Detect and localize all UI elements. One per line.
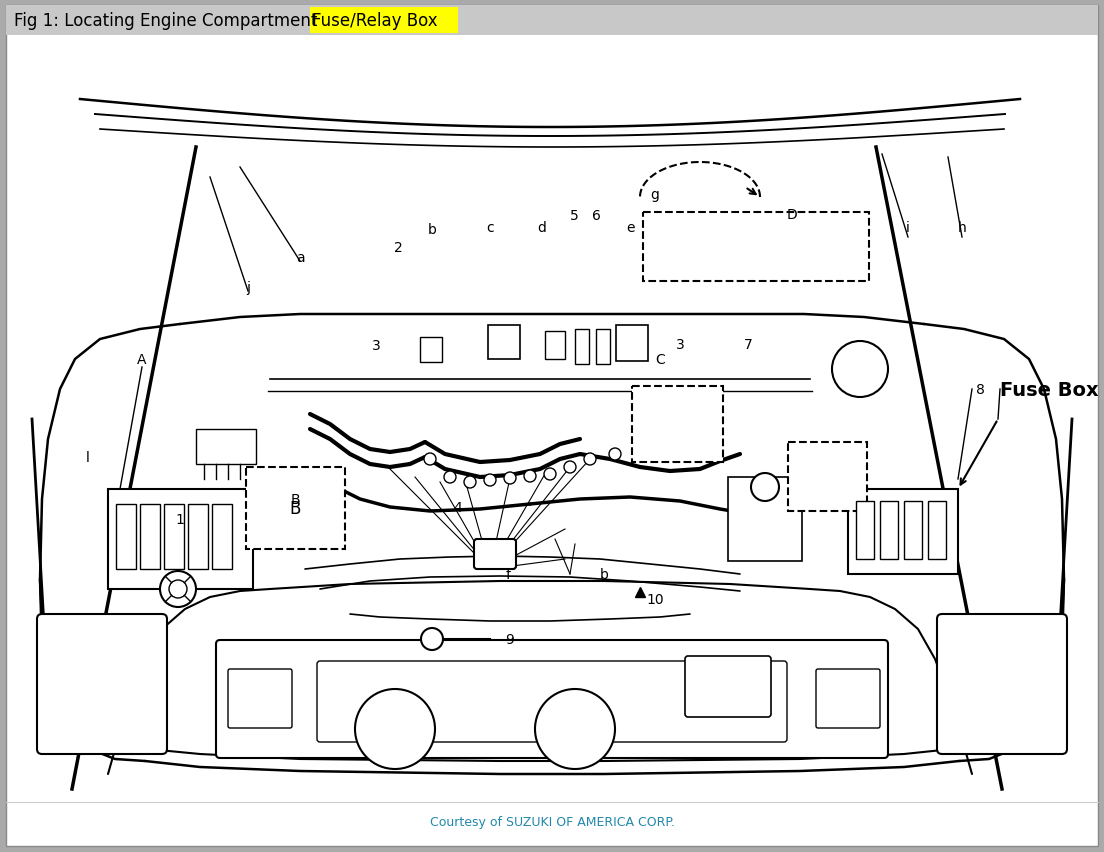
Text: 4: 4 — [454, 500, 463, 515]
FancyBboxPatch shape — [616, 325, 648, 361]
Text: h: h — [957, 221, 966, 234]
Circle shape — [751, 474, 779, 502]
Bar — [108, 489, 253, 590]
Bar — [188, 504, 208, 569]
Bar — [928, 502, 946, 560]
Text: b: b — [599, 567, 608, 581]
Bar — [310, 8, 458, 34]
Circle shape — [584, 453, 596, 465]
FancyBboxPatch shape — [474, 539, 516, 569]
Bar — [596, 330, 611, 365]
Circle shape — [524, 470, 537, 482]
FancyBboxPatch shape — [788, 442, 867, 511]
Bar — [856, 502, 874, 560]
FancyBboxPatch shape — [816, 669, 880, 728]
Text: 9: 9 — [506, 632, 514, 646]
Circle shape — [421, 628, 443, 650]
Circle shape — [544, 469, 556, 481]
Text: Courtesy of SUZUKI OF AMERICA CORP.: Courtesy of SUZUKI OF AMERICA CORP. — [429, 815, 675, 828]
Bar — [140, 504, 160, 569]
Circle shape — [444, 471, 456, 483]
Circle shape — [484, 475, 496, 486]
Text: Fuse/Relay Box: Fuse/Relay Box — [312, 12, 437, 30]
Text: j: j — [246, 280, 250, 295]
FancyBboxPatch shape — [317, 661, 787, 742]
FancyBboxPatch shape — [631, 387, 723, 463]
Circle shape — [160, 572, 197, 607]
Circle shape — [535, 689, 615, 769]
Text: B: B — [290, 499, 301, 517]
FancyBboxPatch shape — [488, 325, 520, 360]
Circle shape — [832, 342, 888, 398]
Text: 8: 8 — [976, 383, 985, 396]
Text: D: D — [787, 208, 797, 222]
Text: 1: 1 — [176, 512, 184, 527]
Text: b: b — [427, 222, 436, 237]
FancyBboxPatch shape — [38, 614, 167, 754]
Text: 3: 3 — [372, 338, 381, 353]
Bar — [164, 504, 184, 569]
Circle shape — [424, 453, 436, 465]
Circle shape — [609, 448, 622, 460]
FancyBboxPatch shape — [728, 477, 802, 561]
Bar — [6, 6, 1098, 36]
Bar — [904, 502, 922, 560]
Text: Fig 1: Locating Engine Compartment: Fig 1: Locating Engine Compartment — [14, 12, 322, 30]
FancyBboxPatch shape — [684, 656, 771, 717]
Text: c: c — [486, 221, 493, 234]
Text: d: d — [538, 221, 546, 234]
Text: B: B — [290, 492, 300, 506]
Circle shape — [564, 462, 576, 474]
Bar — [880, 502, 898, 560]
Bar — [212, 504, 232, 569]
Text: 5: 5 — [570, 209, 578, 222]
Circle shape — [464, 476, 476, 488]
Circle shape — [169, 580, 187, 598]
FancyBboxPatch shape — [937, 614, 1066, 754]
Text: 3: 3 — [676, 337, 684, 352]
Text: f: f — [506, 567, 510, 581]
Text: e: e — [626, 221, 635, 234]
Text: a: a — [296, 250, 305, 265]
Text: i: i — [906, 221, 910, 234]
Text: 10: 10 — [646, 592, 664, 607]
Bar — [575, 330, 590, 365]
Text: A: A — [137, 353, 147, 366]
Circle shape — [505, 473, 516, 485]
Bar — [116, 504, 136, 569]
Text: Fuse Box: Fuse Box — [1000, 380, 1098, 399]
FancyBboxPatch shape — [643, 213, 869, 282]
Text: 2: 2 — [394, 241, 402, 255]
FancyBboxPatch shape — [216, 640, 888, 758]
Bar — [420, 337, 442, 363]
Circle shape — [355, 689, 435, 769]
Bar — [848, 489, 958, 574]
Text: g: g — [650, 187, 659, 202]
Bar — [197, 429, 256, 464]
Text: C: C — [655, 353, 665, 366]
FancyBboxPatch shape — [246, 468, 346, 550]
FancyBboxPatch shape — [229, 669, 291, 728]
Text: 7: 7 — [744, 337, 752, 352]
Bar — [545, 331, 565, 360]
Text: l: l — [86, 451, 89, 464]
Text: 6: 6 — [592, 209, 601, 222]
